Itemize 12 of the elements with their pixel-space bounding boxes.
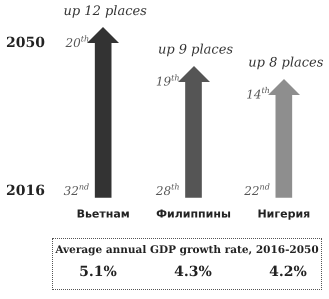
data-label: up 12 places [63, 4, 148, 19]
text: 2016 [6, 182, 45, 199]
x-tick-label: Вьетнам [76, 207, 130, 220]
text: Average annual GDP growth rate, 2016-2050 [54, 244, 320, 256]
x-tick-label: Нигерия [257, 207, 310, 220]
text: 4.3% [174, 264, 212, 280]
text: 4.2% [269, 264, 307, 280]
text: 2050 [6, 35, 46, 51]
x-tick-label: Филиппины [156, 207, 231, 220]
data-label: up 8 places [248, 56, 324, 71]
data-label: up 9 places [158, 42, 234, 58]
text: 5.1% [79, 264, 117, 280]
